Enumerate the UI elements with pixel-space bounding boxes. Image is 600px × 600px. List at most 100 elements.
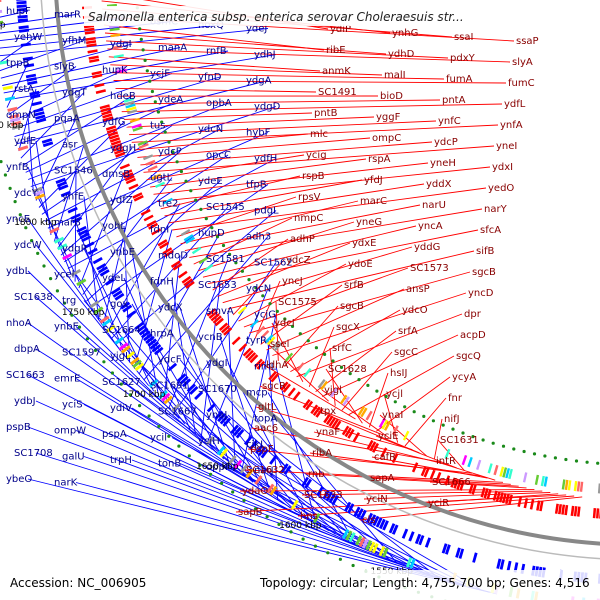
gene-label-ydcP[interactable]: ydcP <box>434 137 458 148</box>
gene-label-SC1663[interactable]: SC1663 <box>6 370 45 381</box>
gene-label-anmK[interactable]: anmK <box>322 66 351 77</box>
gene-label-SC1628[interactable]: SC1628 <box>328 364 367 375</box>
gene-label-SC1546[interactable]: SC1546 <box>54 166 93 177</box>
gene-label-ynaF[interactable]: ynaF <box>316 427 340 438</box>
gene-label-sgcC[interactable]: sgcC <box>394 347 418 358</box>
gene-label-yedO[interactable]: yedO <box>488 183 514 194</box>
gene-label-yfdJ[interactable]: yfdJ <box>364 175 383 186</box>
gene-label-ydfZ[interactable]: ydfZ <box>110 195 133 206</box>
gene-label-pntA[interactable]: pntA <box>442 95 466 106</box>
gene-label-tonB[interactable]: tonB <box>158 459 181 470</box>
gene-label-dpr[interactable]: dpr <box>464 309 482 320</box>
gene-label-ydfE[interactable]: ydfE <box>14 136 36 147</box>
gene-label-SC1597[interactable]: SC1597 <box>62 348 101 359</box>
gene-label-narJ[interactable]: narJ <box>254 466 274 477</box>
gene-label-nifJ[interactable]: nifJ <box>444 414 460 425</box>
gene-label-ydcI[interactable]: ydcI <box>274 318 295 329</box>
gene-label-yggF[interactable]: yggF <box>376 112 401 123</box>
gene-label-ycjG[interactable]: ycjG <box>254 310 276 321</box>
gene-label-trpH[interactable]: trpH <box>110 455 132 466</box>
gene-label-cls[interactable]: cls <box>362 515 376 526</box>
gene-label-opbA[interactable]: opbA <box>206 98 232 109</box>
gene-label-tppB[interactable]: tppB <box>6 58 30 69</box>
gene-label-SC1573[interactable]: SC1573 <box>410 263 449 274</box>
gene-label-SC1491[interactable]: SC1491 <box>318 87 357 98</box>
gene-label-aac6[interactable]: aac6 <box>254 423 278 434</box>
gene-label-rnb[interactable]: rnb <box>308 469 325 480</box>
gene-label-ydeE[interactable]: ydeE <box>198 176 223 187</box>
gene-label-ycnB[interactable]: ycnB <box>198 332 223 343</box>
gene-label-SC1575[interactable]: SC1575 <box>278 297 317 308</box>
gene-label-ydeL[interactable]: ydeL <box>102 273 126 284</box>
gene-label-tfpB[interactable]: tfpB <box>246 180 267 191</box>
gene-label-hsIJ[interactable]: hsIJ <box>390 368 407 379</box>
gene-label-narU[interactable]: narU <box>422 200 446 211</box>
gene-label-ribA[interactable]: ribA <box>312 448 332 459</box>
gene-label-SC1562[interactable]: SC1562 <box>254 258 293 269</box>
gene-label-ansP[interactable]: ansP <box>406 284 430 295</box>
gene-label-yehW[interactable]: yehW <box>14 32 42 43</box>
gene-label-SC1545[interactable]: SC1545 <box>206 202 245 213</box>
gene-label-rstA[interactable]: rstA <box>14 84 34 95</box>
gene-label-ynbE[interactable]: ynbE <box>54 322 79 333</box>
gene-label-ydfG[interactable]: ydfG <box>102 117 126 128</box>
gene-label-ydgH[interactable]: ydgH <box>110 143 136 154</box>
gene-label-ompN[interactable]: ompN <box>6 110 36 121</box>
gene-label-SC1666[interactable]: SC1666 <box>432 477 471 488</box>
gene-label-SC1708[interactable]: SC1708 <box>14 448 53 459</box>
gene-label-ydiP[interactable]: ydiP <box>330 24 351 35</box>
gene-label-dmsB[interactable]: dmsB <box>102 169 130 180</box>
gene-label-fnr[interactable]: fnr <box>448 393 463 404</box>
gene-label-fdnI[interactable]: fdnI <box>150 225 169 236</box>
gene-label-yddX[interactable]: yddX <box>426 179 452 190</box>
gene-label-narK[interactable]: narK <box>54 478 78 489</box>
gene-label-ycjl[interactable]: ycjl <box>386 389 403 400</box>
gene-label-slyB[interactable]: slyB <box>54 62 75 73</box>
gene-label-pdxY[interactable]: pdxY <box>450 53 476 64</box>
gene-label-acpD[interactable]: acpD <box>460 330 486 341</box>
gene-label-pspA[interactable]: pspA <box>102 429 127 440</box>
gene-label-ydcN[interactable]: ydcN <box>198 124 223 135</box>
gene-label-hdeB[interactable]: hdeB <box>110 91 136 102</box>
gene-label-nmpC[interactable]: nmpC <box>294 213 323 224</box>
gene-label-sifB[interactable]: sifB <box>476 246 495 257</box>
gene-label-SC1691[interactable]: SC1691 <box>150 381 189 392</box>
gene-label-sapA[interactable]: sapA <box>370 473 395 484</box>
gene-label-ycel[interactable]: ycel <box>54 270 74 281</box>
gene-label-srfA[interactable]: srfA <box>398 326 418 337</box>
gene-label-ycyA[interactable]: ycyA <box>452 372 476 383</box>
gene-label-ydcN[interactable]: ydcN <box>246 284 271 295</box>
gene-label-SC1653[interactable]: SC1653 <box>198 280 237 291</box>
gene-label-yjgL[interactable]: yjgL <box>110 351 131 362</box>
gene-label-oppF[interactable]: oppF <box>206 462 231 473</box>
gene-label-gox[interactable]: gox <box>110 299 128 310</box>
gene-label-ydgD[interactable]: ydgD <box>254 102 281 113</box>
gene-label-tyrR[interactable]: tyrR <box>246 336 267 347</box>
gene-label-ydcF[interactable]: ydcF <box>158 355 182 366</box>
gene-label-bioD[interactable]: bioD <box>380 91 403 102</box>
gene-label-pspF[interactable]: pspF <box>250 444 274 455</box>
gene-label-yciE[interactable]: yciE <box>378 431 399 442</box>
gene-label-rpsV[interactable]: rpsV <box>298 192 321 203</box>
gene-label-pspB[interactable]: pspB <box>6 422 31 433</box>
gene-label-gltL[interactable]: gltL <box>258 402 277 413</box>
gene-label-yncA[interactable]: yncA <box>418 221 443 232</box>
gene-label-SC1627[interactable]: SC1627 <box>102 377 141 388</box>
gene-label-ribE[interactable]: ribE <box>326 45 346 56</box>
gene-label-ydgT[interactable]: ydgT <box>62 88 88 99</box>
gene-label-manA[interactable]: manA <box>158 43 187 54</box>
gene-label-ssaI[interactable]: ssaI <box>454 32 474 43</box>
gene-label-mlc[interactable]: mlc <box>310 129 328 140</box>
gene-label-SC1631[interactable]: SC1631 <box>440 435 479 446</box>
gene-label-sfcA[interactable]: sfcA <box>480 225 501 236</box>
gene-label-pqaA[interactable]: pqaA <box>54 114 80 125</box>
gene-label-intR[interactable]: intR <box>436 456 456 467</box>
gene-label-sgcB[interactable]: sgcB <box>340 301 364 312</box>
gene-label-sgcB[interactable]: sgcB <box>472 267 496 278</box>
gene-label-tus[interactable]: tus <box>150 121 165 132</box>
gene-label-ydbJ[interactable]: ydbJ <box>14 396 36 407</box>
gene-label-dbpA[interactable]: dbpA <box>14 344 40 355</box>
gene-label-ynfE[interactable]: ynfE <box>62 192 84 203</box>
gene-label-sgcR[interactable]: sgcR <box>262 381 286 392</box>
gene-label-sgcX[interactable]: sgcX <box>336 322 360 333</box>
